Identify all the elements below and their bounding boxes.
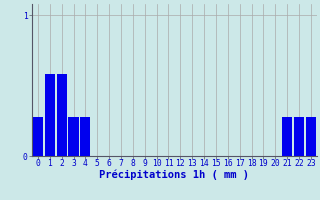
Bar: [80, 117, 91, 156]
Bar: [68, 117, 79, 156]
Bar: [45, 74, 55, 156]
X-axis label: Précipitations 1h ( mm ): Précipitations 1h ( mm ): [100, 170, 249, 180]
Bar: [33, 117, 43, 156]
Bar: [57, 74, 67, 156]
Bar: [282, 117, 292, 156]
Bar: [294, 117, 304, 156]
Bar: [306, 117, 316, 156]
